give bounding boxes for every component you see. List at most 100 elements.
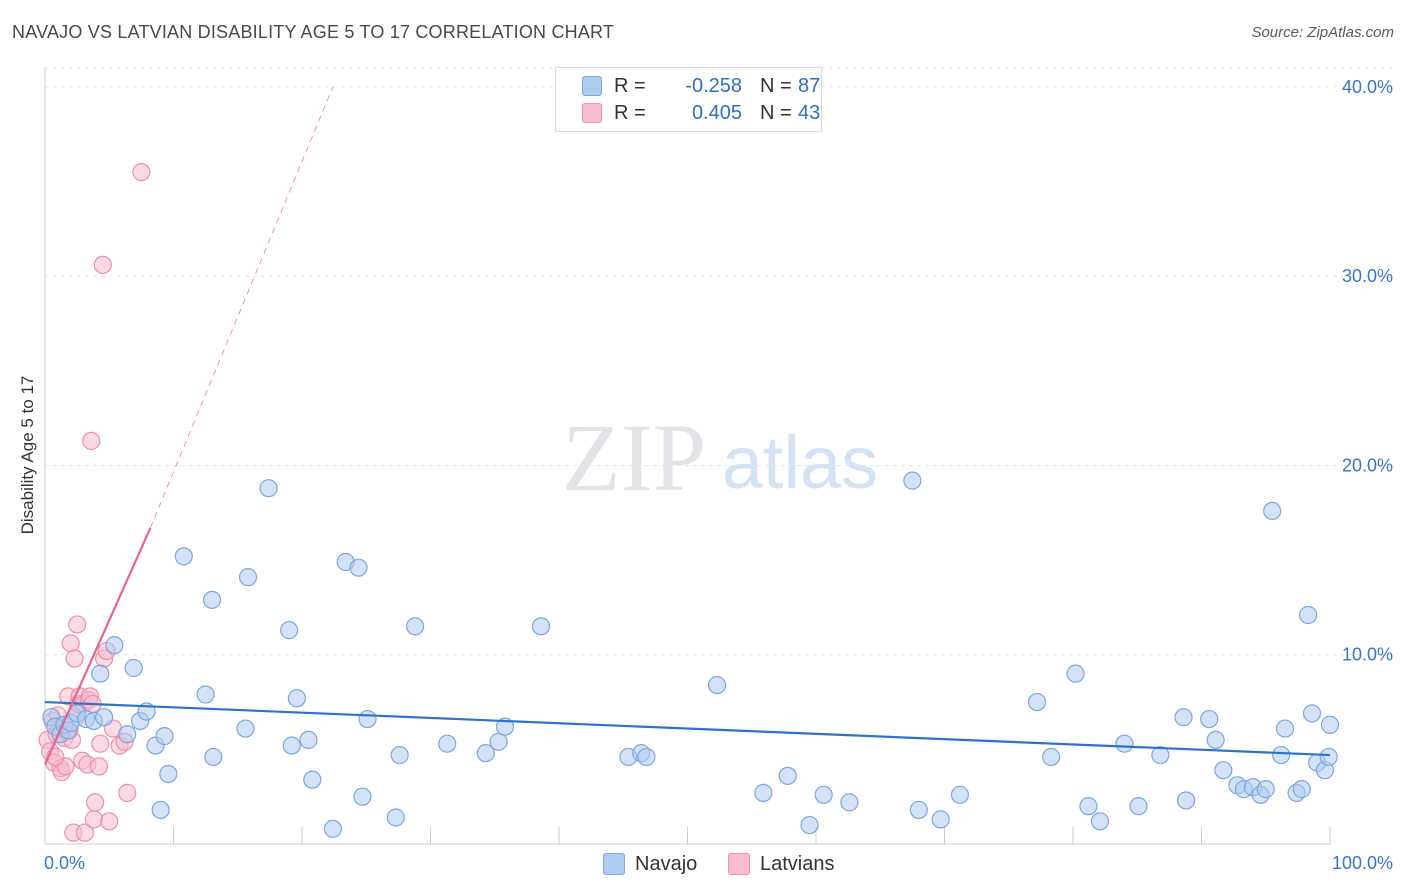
stats-legend: R = -0.258 N = 87 R = 0.405 N = 43 xyxy=(555,67,822,132)
navajo-point xyxy=(489,732,508,751)
r-label: R = xyxy=(614,75,646,97)
x-tick-label: 0.0% xyxy=(44,853,85,873)
latvians-r-value: 0.405 xyxy=(691,102,742,124)
navajo-point xyxy=(1176,791,1196,810)
latvians-point xyxy=(118,783,137,802)
navajo-point xyxy=(1129,797,1148,816)
navajo-point xyxy=(95,708,114,727)
navajo-point xyxy=(476,744,495,763)
navajo-point xyxy=(840,793,859,812)
y-tick-label: 40.0% xyxy=(1342,77,1393,97)
navajo-point xyxy=(1174,708,1193,727)
y-axis-label: Disability Age 5 to 17 xyxy=(18,376,37,535)
navajo-point xyxy=(386,808,405,827)
n-label: N = xyxy=(760,75,792,97)
navajo-point xyxy=(1299,605,1318,625)
latvians-point xyxy=(93,255,112,274)
navajo-point xyxy=(105,636,124,655)
navajo-swatch xyxy=(582,76,602,96)
navajo-point xyxy=(236,719,255,738)
x-tick-labels: 0.0% 100.0% xyxy=(44,853,1393,873)
navajo-point xyxy=(238,568,258,587)
latvians-point xyxy=(84,810,103,829)
latvians-legend-swatch xyxy=(728,853,750,875)
navajo-point xyxy=(754,783,773,802)
latvians-point xyxy=(132,162,151,182)
navajo-point xyxy=(931,810,950,829)
y-tick-label: 20.0% xyxy=(1342,455,1393,475)
navajo-point xyxy=(303,770,322,789)
latvians-point xyxy=(61,634,80,653)
navajo-point xyxy=(1151,745,1170,765)
navajo-point xyxy=(1090,812,1110,831)
navajo-point xyxy=(155,727,174,746)
navajo-point xyxy=(91,664,110,683)
navajo-point xyxy=(349,558,368,577)
navajo-point xyxy=(1200,709,1219,729)
navajo-point xyxy=(637,747,656,767)
navajo-point xyxy=(814,785,833,804)
navajo-point xyxy=(358,709,377,729)
latvians-trend-line xyxy=(43,527,152,765)
navajo-point xyxy=(159,764,178,784)
navajo-point xyxy=(390,745,409,765)
series-navajo xyxy=(42,471,1340,838)
navajo-point xyxy=(707,675,727,695)
navajo-point xyxy=(287,689,306,708)
navajo-point xyxy=(124,658,143,678)
latvians-n-value: 43 xyxy=(798,102,821,124)
navajo-point xyxy=(1027,692,1047,712)
latvians-trend-extension xyxy=(149,86,334,529)
navajo-point xyxy=(909,800,928,820)
chart-title: NAVAJO VS LATVIAN DISABILITY AGE 5 TO 17… xyxy=(12,22,615,42)
navajo-point xyxy=(1320,715,1340,734)
x-tick-label: 100.0% xyxy=(1332,853,1393,873)
navajo-point xyxy=(174,547,193,566)
navajo-n-value: 87 xyxy=(798,75,821,97)
navajo-point xyxy=(1079,797,1098,816)
navajo-point xyxy=(282,736,301,755)
navajo-point xyxy=(118,725,137,744)
watermark-atlas: atlas xyxy=(722,421,878,504)
navajo-point xyxy=(1115,734,1134,753)
navajo-point xyxy=(1214,761,1233,780)
gridlines xyxy=(45,67,1392,656)
navajo-point xyxy=(800,815,819,835)
navajo-point xyxy=(353,787,372,806)
navajo-legend-label: Navajo xyxy=(635,853,698,875)
navajo-point xyxy=(1206,730,1225,750)
y-tick-label: 10.0% xyxy=(1342,645,1393,665)
navajo-point xyxy=(778,766,797,785)
zipatlas-watermark: ZIP atlas xyxy=(562,404,878,511)
latvians-point xyxy=(75,823,94,842)
navajo-point xyxy=(1263,501,1282,520)
navajo-point xyxy=(299,730,318,750)
navajo-point xyxy=(1256,780,1275,799)
latvians-point xyxy=(89,757,109,776)
navajo-point xyxy=(495,717,515,736)
navajo-point xyxy=(323,819,342,838)
navajo-point xyxy=(1272,745,1291,765)
navajo-point xyxy=(1319,747,1338,767)
latvians-point xyxy=(82,431,101,450)
navajo-point xyxy=(1292,780,1311,799)
latvians-legend-label: Latvians xyxy=(760,853,835,875)
navajo-point xyxy=(151,800,170,820)
navajo-point xyxy=(531,617,551,636)
latvians-point xyxy=(68,615,87,634)
navajo-point xyxy=(204,747,223,767)
watermark-zip: ZIP xyxy=(562,404,706,511)
trend-lines xyxy=(43,86,1331,765)
latvians-swatch xyxy=(582,103,602,123)
n-label: N = xyxy=(760,102,792,124)
navajo-point xyxy=(196,685,215,704)
navajo-point xyxy=(950,785,970,804)
navajo-trend-line xyxy=(44,700,1331,757)
navajo-point xyxy=(1302,704,1322,723)
navajo-point xyxy=(1042,747,1061,767)
latvians-point xyxy=(100,812,119,831)
navajo-point xyxy=(903,471,922,490)
navajo-legend-swatch xyxy=(603,853,625,875)
y-tick-labels: 10.0% 20.0% 30.0% 40.0% xyxy=(1342,77,1393,665)
